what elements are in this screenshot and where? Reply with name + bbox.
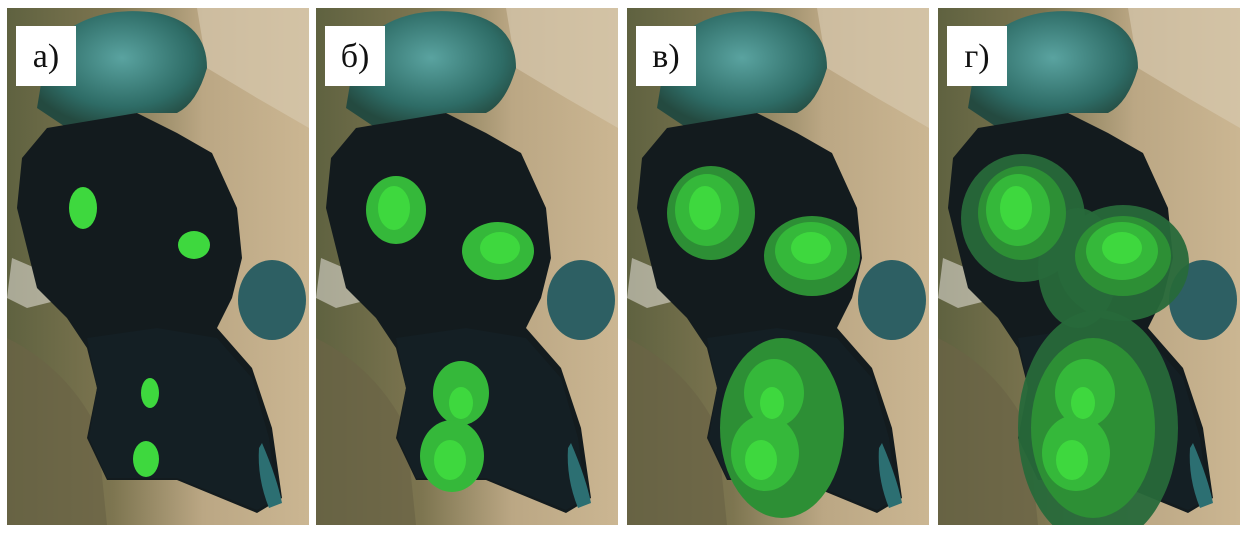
spill-area xyxy=(791,232,831,264)
spill-area xyxy=(689,186,721,230)
spill-area xyxy=(449,387,473,419)
spill-area xyxy=(760,387,784,419)
spill-area xyxy=(745,440,777,480)
spill-area xyxy=(141,378,159,408)
panels: а) б) в) г) xyxy=(7,8,1240,530)
panel-label: в) xyxy=(652,38,679,75)
spill-area xyxy=(178,231,210,259)
map-panel: б) xyxy=(316,8,618,525)
spill-area xyxy=(434,440,466,480)
figure: а) б) в) г) xyxy=(0,0,1242,530)
page: {"panels": [{"label": "а)"}, {"label": "… xyxy=(0,0,1242,530)
spill-area xyxy=(378,186,410,230)
panel-label: а) xyxy=(33,38,59,75)
spill-area xyxy=(1056,440,1088,480)
map-panel: г) xyxy=(938,8,1240,530)
map-panel: в) xyxy=(627,8,929,525)
spill-area xyxy=(1071,387,1095,419)
spill-area xyxy=(133,441,159,477)
spill-area xyxy=(480,232,520,264)
panel-label: б) xyxy=(341,38,370,75)
spill-area xyxy=(1102,232,1142,264)
panel-label: г) xyxy=(964,38,989,75)
map-panel: а) xyxy=(7,8,309,525)
spill-area xyxy=(1000,186,1032,230)
spill-area xyxy=(69,187,97,229)
